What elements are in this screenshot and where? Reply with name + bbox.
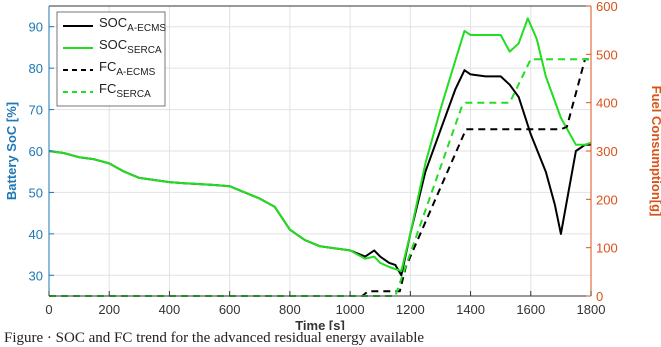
legend-label-0: SOCA-ECMS — [99, 15, 166, 34]
y-axis-label-right: Fuel Consumption[g] — [649, 86, 661, 217]
y-right-tick-label: 300 — [596, 144, 618, 159]
y-left-tick-label: 40 — [29, 227, 43, 242]
x-tick-label: 200 — [98, 302, 120, 317]
y-right-tick-label: 100 — [596, 241, 618, 256]
chart: 0 200 400 600 800 1000 1200 1400 1600 18003040506… — [4, 0, 661, 330]
x-tick-label: 1200 — [396, 302, 425, 317]
x-tick-label: 800 — [279, 302, 301, 317]
y-left-tick-label: 50 — [29, 185, 43, 200]
y-right-tick-label: 200 — [596, 192, 618, 207]
y-right-tick-label: 400 — [596, 96, 618, 111]
x-tick-label: 600 — [219, 302, 241, 317]
y-right-tick-label: 0 — [596, 289, 603, 304]
y-right-tick-label: 500 — [596, 47, 618, 62]
x-tick-label: 1800 — [577, 302, 606, 317]
x-tick-label: 400 — [159, 302, 181, 317]
y-right-tick-label: 600 — [596, 0, 618, 14]
x-axis-label: Time [s] — [295, 318, 345, 330]
legend — [56, 11, 166, 107]
y-left-tick-label: 30 — [29, 268, 43, 283]
x-tick-label: 1600 — [516, 302, 545, 317]
series-line-2 — [49, 58, 591, 297]
legend-label-3: FCSERCA — [99, 81, 151, 100]
y-left-tick-label: 80 — [29, 61, 43, 76]
legend-label-1: SOCSERCA — [99, 37, 162, 56]
y-axis-label-left: Battery SoC [%] — [4, 102, 19, 200]
figure-caption: Figure · SOC and FC trend for the advanc… — [4, 330, 425, 346]
x-tick-label: 1000 — [336, 302, 365, 317]
series-line-3 — [49, 58, 591, 297]
y-left-tick-label: 60 — [29, 144, 43, 159]
x-tick-label: 1400 — [456, 302, 485, 317]
series-line-1 — [48, 17, 592, 273]
y-left-tick-label: 70 — [29, 103, 43, 118]
x-tick-label: 0 — [45, 302, 52, 317]
legend-label-2: FCA-ECMS — [99, 59, 156, 78]
y-left-tick-label: 90 — [29, 20, 43, 35]
